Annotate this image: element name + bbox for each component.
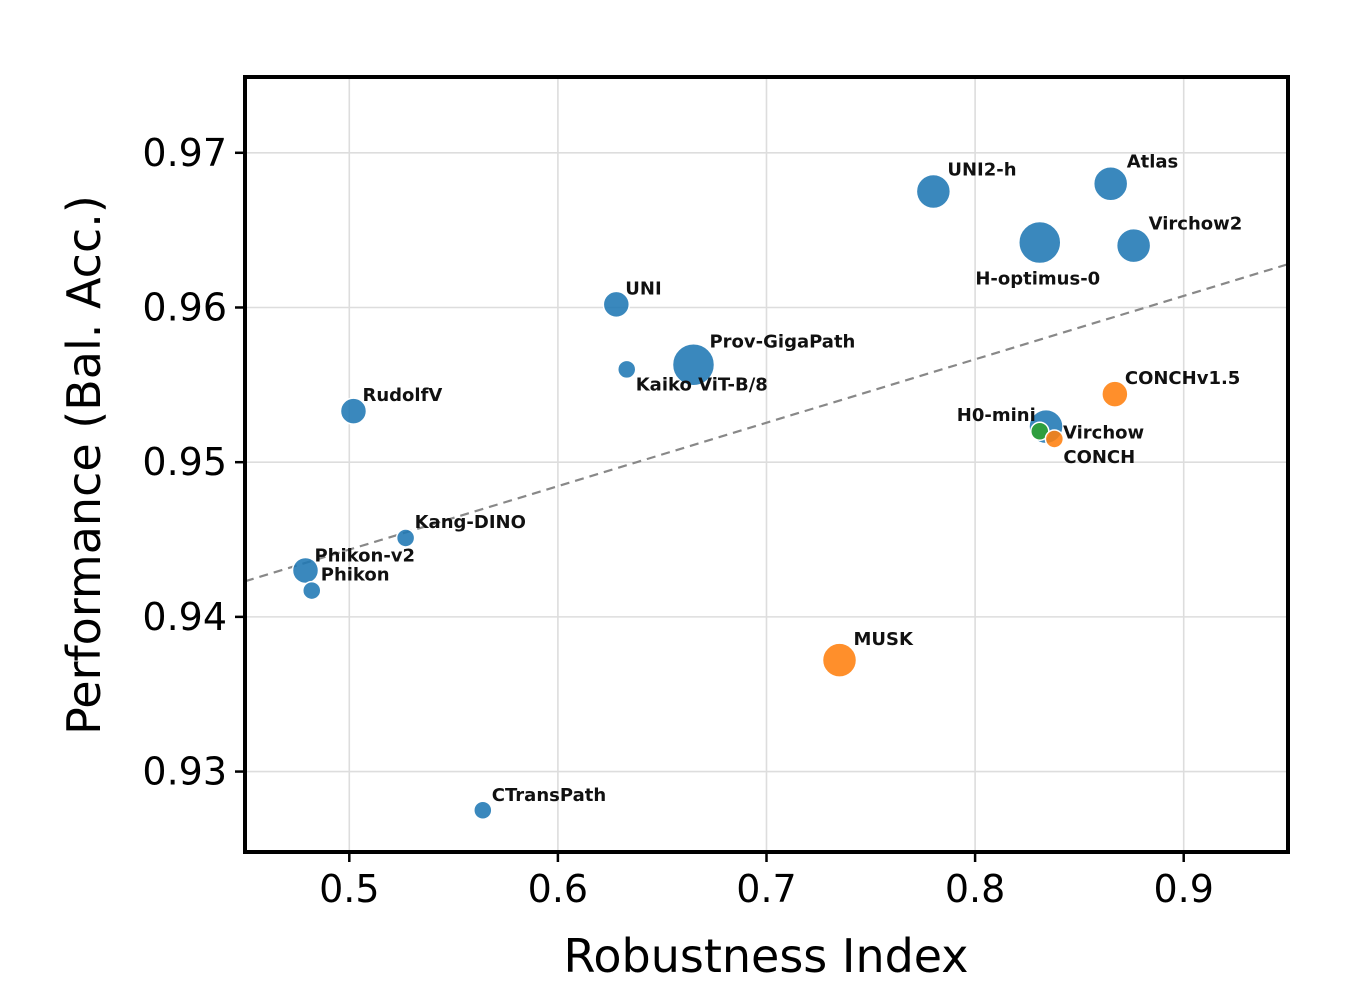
point-label-virchow2: Virchow2 xyxy=(1149,214,1243,235)
point-label-conch: CONCH xyxy=(1063,447,1135,468)
point-label-kaiko-vit-b-8: Kaiko ViT-B/8 xyxy=(636,374,768,395)
point-label-uni2-h: UNI2-h xyxy=(947,159,1016,180)
point-uni xyxy=(602,290,631,319)
point-label-virchow: Virchow xyxy=(1063,423,1144,444)
point-rudolfv xyxy=(339,397,368,425)
point-phikon xyxy=(302,580,322,601)
axis-ticks: 0.5 0.6 0.7 0.8 0.9 0.93 0.94 0.95 0.96 0.97 xyxy=(142,131,1214,911)
point-label-atlas: Atlas xyxy=(1127,152,1179,173)
trend-line xyxy=(244,263,1289,583)
point-kaiko-vit-b-8 xyxy=(616,359,637,380)
point-conch xyxy=(1044,429,1065,449)
x-tick-label: 0.9 xyxy=(1153,867,1213,911)
trend-line-layer xyxy=(244,263,1289,583)
point-kang-dino xyxy=(395,528,416,548)
y-tick-label: 0.95 xyxy=(142,440,227,484)
y-tick-label: 0.97 xyxy=(142,131,227,175)
point-label-prov-gigapath: Prov-GigaPath xyxy=(709,332,855,353)
point-h-optimus-0 xyxy=(1018,220,1062,265)
grid-lines xyxy=(245,77,1288,852)
y-tick-label: 0.96 xyxy=(142,285,227,329)
point-ctranspath xyxy=(473,800,493,820)
point-label-kang-dino: Kang-DINO xyxy=(415,512,526,533)
point-label-uni: UNI xyxy=(625,278,661,299)
x-axis-label: Robustness Index xyxy=(563,929,968,983)
point-atlas xyxy=(1092,165,1129,202)
point-label-ctranspath: CTransPath xyxy=(492,785,606,806)
x-tick-label: 0.5 xyxy=(319,867,379,911)
point-label-phikon-v2: Phikon-v2 xyxy=(314,545,415,566)
point-label-musk: MUSK xyxy=(854,629,914,650)
y-tick-label: 0.94 xyxy=(142,595,227,639)
point-label-rudolfv: RudolfV xyxy=(362,385,442,406)
point-label-conchv1-5: CONCHv1.5 xyxy=(1125,368,1240,389)
x-tick-label: 0.6 xyxy=(528,867,588,911)
point-virchow2 xyxy=(1115,227,1152,264)
y-axis-label: Performance (Bal. Acc.) xyxy=(57,195,111,735)
point-conchv1-5 xyxy=(1101,380,1129,408)
x-tick-label: 0.7 xyxy=(736,867,796,911)
point-labels: UNI2-h Atlas H-optimus-0 Virchow2 UNI Prov-Gi… xyxy=(314,152,1242,806)
data-points xyxy=(291,165,1152,820)
point-label-h-optimus-0: H-optimus-0 xyxy=(975,269,1100,290)
point-musk xyxy=(821,642,858,678)
x-tick-label: 0.8 xyxy=(945,867,1005,911)
point-label-phikon: Phikon xyxy=(321,565,390,586)
point-prov-gigapath xyxy=(671,342,716,387)
point-uni2-h xyxy=(915,173,952,210)
point-label-h0-mini: H0-mini xyxy=(957,405,1036,426)
y-tick-label: 0.93 xyxy=(142,750,227,794)
